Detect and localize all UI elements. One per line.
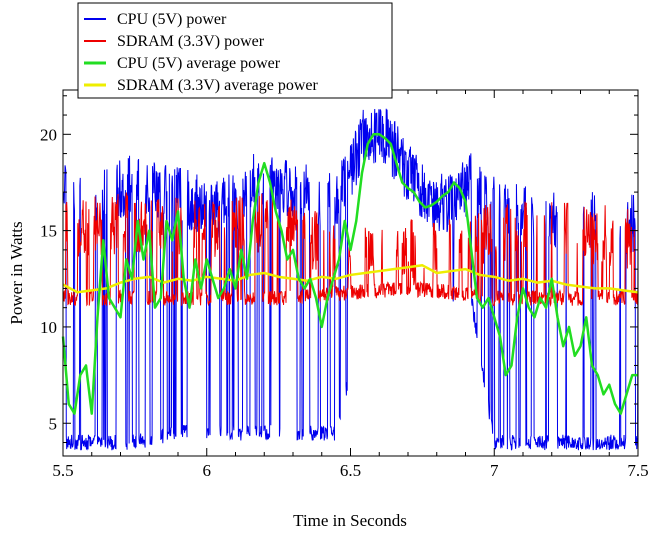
x-tick-label: 7.5	[627, 461, 648, 480]
x-tick-label: 6.5	[340, 461, 361, 480]
series-line-cpu-power	[62, 108, 639, 451]
x-tick-label: 6	[203, 461, 212, 480]
y-tick-label: 15	[40, 222, 57, 241]
legend-item-cpu-average: CPU (5V) average power	[84, 55, 281, 72]
x-tick-label: 7	[490, 461, 499, 480]
legend-item-sdram-average: SDRAM (3.3V) average power	[84, 77, 319, 94]
legend-label-cpu-average: CPU (5V) average power	[117, 55, 281, 72]
legend-box	[77, 2, 393, 99]
series-line-cpu-average	[61, 133, 638, 415]
y-tick-label: 20	[40, 125, 57, 144]
legend-label-sdram-power: SDRAM (3.3V) power	[117, 33, 265, 50]
legend: CPU (5V) power SDRAM (3.3V) power CPU (5…	[77, 2, 393, 99]
x-tick-label: 5.5	[52, 461, 73, 480]
legend-label-sdram-average: SDRAM (3.3V) average power	[117, 77, 319, 94]
y-tick-label: 10	[40, 318, 57, 337]
y-tick-label: 5	[49, 414, 58, 433]
x-axis-label: Time in Seconds	[293, 511, 407, 530]
legend-label-cpu-power: CPU (5V) power	[117, 11, 227, 28]
y-axis-label: Power in Watts	[7, 221, 26, 324]
legend-item-sdram-power: SDRAM (3.3V) power	[84, 33, 265, 50]
series-line-sdram-average	[62, 264, 639, 294]
series-layer	[61, 108, 639, 451]
legend-item-cpu-power: CPU (5V) power	[84, 11, 227, 28]
